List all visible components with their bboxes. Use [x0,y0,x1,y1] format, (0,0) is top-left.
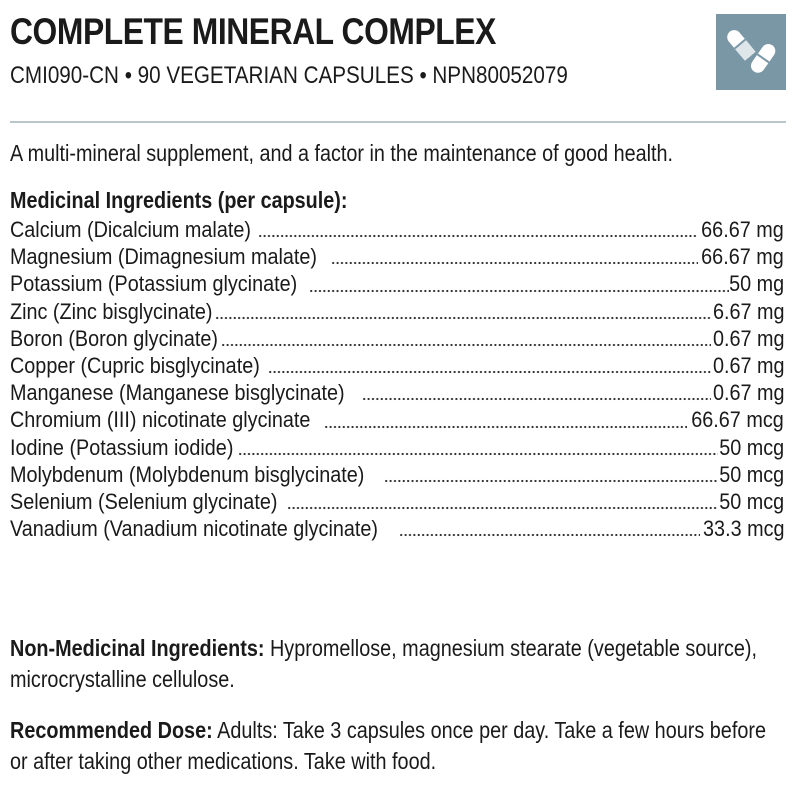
non-medicinal-ingredients: Non-Medicinal Ingredients: Hypromellose,… [10,633,786,695]
ingredient-row: Calcium (Dicalcium malate) 66.67 mg [10,216,784,243]
dot-leader [221,341,711,348]
product-description: A multi-mineral supplement, and a factor… [10,140,674,166]
ingredient-row: Iodine (Potassium iodide) 50 mcg [10,434,784,461]
recommended-dose-label: Recommended Dose: [10,717,213,743]
dot-leader [361,396,711,403]
ingredient-name: Manganese (Manganese bisglycinate) [10,380,345,406]
recommended-dose-text: Adults: Take 3 capsules once per day. Ta… [10,717,766,774]
medicinal-ingredients-list: Calcium (Dicalcium malate) 66.67 mg Magne… [10,216,784,542]
dot-leader [309,287,729,294]
dot-leader [257,233,699,240]
dot-leader [267,369,711,376]
dot-leader [398,532,700,539]
ingredient-row: Manganese (Manganese bisglycinate) 0.67 m… [10,379,784,406]
product-label: COMPLETE MINERAL COMPLEX CMI090-CN • 90 … [10,0,786,796]
medicinal-ingredients-heading: Medicinal Ingredients (per capsule): [10,187,348,213]
ingredient-row: Molybdenum (Molybdenum bisglycinate) 50 m… [10,461,784,488]
ingredient-name: Molybdenum (Molybdenum bisglycinate) [10,461,365,487]
ingredient-name: Selenium (Selenium glycinate) [10,488,278,514]
recommended-dose: Recommended Dose: Adults: Take 3 capsule… [10,715,786,777]
product-subtitle: CMI090-CN • 90 VEGETARIAN CAPSULES • NPN… [10,62,568,89]
ingredient-row: Magnesium (Dimagnesium malate) 66.67 mg [10,243,784,270]
dot-leader [238,450,718,457]
ingredient-row: Copper (Cupric bisglycinate) 0.67 mg [10,352,784,379]
ingredient-name: Vanadium (Vanadium nicotinate glycinate) [10,516,378,542]
dot-leader [383,477,718,484]
ingredient-name: Magnesium (Dimagnesium malate) [10,244,318,270]
ingredient-name: Potassium (Potassium glycinate) [10,271,298,297]
non-medicinal-label: Non-Medicinal Ingredients: [10,635,265,661]
dot-leader [214,314,711,321]
header-divider [10,121,786,123]
ingredient-name: Chromium (III) nicotinate glycinate [10,407,311,433]
ingredient-row: Zinc (Zinc bisglycinate) 6.67 mg [10,298,784,325]
ingredient-name: Copper (Cupric bisglycinate) [10,352,260,378]
ingredient-amount: 50 mcg [719,434,784,460]
ingredient-name: Iodine (Potassium iodide) [10,434,234,460]
ingredient-name: Zinc (Zinc bisglycinate) [10,298,213,324]
ingredient-amount: 50 mcg [719,461,784,487]
product-title: COMPLETE MINERAL COMPLEX [10,11,496,52]
ingredient-name: Calcium (Dicalcium malate) [10,217,251,242]
dot-leader [331,260,699,267]
ingredient-amount: 66.67 mg [701,217,784,242]
ingredient-row: Potassium (Potassium glycinate) 50 mg [10,270,784,297]
ingredient-amount: 66.67 mcg [691,407,784,433]
ingredient-row: Selenium (Selenium glycinate) 50 mcg [10,488,784,515]
ingredient-amount: 0.67 mg [712,380,784,406]
dot-leader [287,505,718,512]
ingredient-amount: 0.67 mg [712,352,784,378]
ingredient-amount: 50 mcg [719,488,784,514]
non-medicinal-text: Hypromellose, magnesium stearate (vegeta… [10,635,758,692]
ingredient-amount: 66.67 mg [701,244,784,270]
ingredient-amount: 0.67 mg [712,325,784,351]
ingredient-row: Chromium (III) nicotinate glycinate 66.67… [10,406,784,433]
capsules-icon [716,14,786,90]
ingredient-amount: 33.3 mcg [702,516,784,542]
ingredient-row: Vanadium (Vanadium nicotinate glycinate)… [10,515,784,542]
ingredient-amount: 50 mg [728,271,784,297]
ingredient-amount: 6.67 mg [712,298,784,324]
dot-leader [323,423,688,430]
ingredient-row: Boron (Boron glycinate) 0.67 mg [10,325,784,352]
ingredient-name: Boron (Boron glycinate) [10,325,219,351]
label-header: COMPLETE MINERAL COMPLEX CMI090-CN • 90 … [10,0,786,110]
